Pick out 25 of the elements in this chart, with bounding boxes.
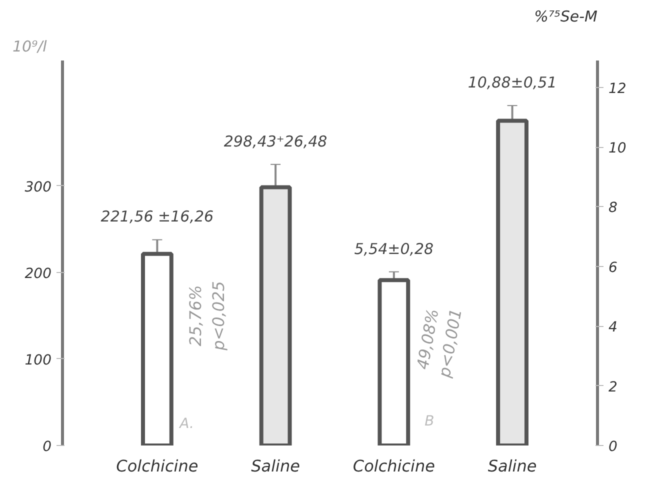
y-tick-label: 100	[24, 352, 52, 368]
y-tick-label: 300	[24, 179, 52, 196]
y2-tick-label: 8	[608, 200, 618, 216]
data-label: 5,54±0,28	[354, 240, 434, 258]
y2-tick-label: 2	[608, 379, 618, 396]
data-label: 298,43⁺26,48	[224, 132, 328, 150]
y-tick-label: 200	[24, 266, 52, 282]
annotation: 49,08% p<0,001	[413, 307, 466, 380]
x-tick-label: Saline	[251, 456, 300, 476]
y2-tick-label: 6	[608, 260, 618, 276]
y-axis-title: 10⁹/l	[12, 38, 48, 56]
x-tick-label: Colchicine	[352, 456, 436, 476]
x-tick-label: Saline	[488, 456, 537, 476]
annotation: B	[424, 414, 434, 430]
y2-tick-label: 10	[608, 140, 626, 157]
data-label: 10,88±0,51	[468, 74, 557, 92]
y2-tick-label: 12	[608, 80, 626, 97]
data-label: 221,56 ±16,26	[100, 208, 214, 226]
x-tick-label: Colchicine	[116, 456, 198, 476]
annotation: 25,76% p<0,025	[186, 281, 228, 352]
y2-axis-title: %⁷⁵Se-M	[534, 8, 598, 26]
annotation: A.	[178, 416, 194, 432]
y2-tick-label: 0	[608, 439, 618, 455]
y2-tick-label: 4	[608, 320, 618, 336]
y-tick-label: 0	[42, 439, 52, 455]
